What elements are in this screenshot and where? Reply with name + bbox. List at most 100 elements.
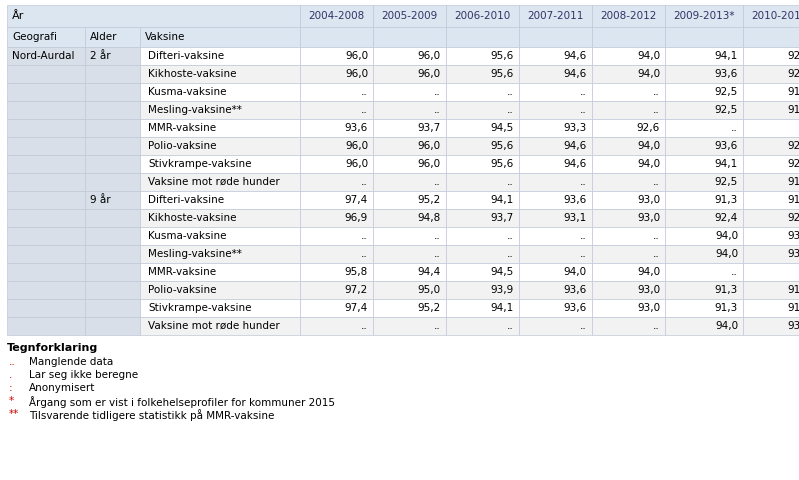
Bar: [743, 299, 799, 317]
Text: 97,4: 97,4: [344, 303, 368, 313]
Bar: [665, 27, 743, 47]
Bar: [592, 209, 665, 227]
Bar: [665, 227, 743, 245]
Bar: [300, 317, 373, 335]
Text: ..: ..: [580, 177, 587, 187]
Text: ..: ..: [361, 177, 368, 187]
Bar: [519, 299, 592, 317]
Text: 94,0: 94,0: [637, 159, 660, 169]
Bar: [140, 47, 300, 65]
Text: Tegnforklaring: Tegnforklaring: [7, 343, 98, 353]
Text: År: År: [12, 11, 25, 21]
Text: 91,2: 91,2: [788, 195, 799, 205]
Bar: [7, 101, 85, 119]
Bar: [300, 137, 373, 155]
Text: 93,9: 93,9: [491, 285, 514, 295]
Bar: [140, 83, 300, 101]
Text: 94,6: 94,6: [564, 141, 587, 151]
Text: 92,5: 92,5: [715, 87, 738, 97]
Text: Vaksine: Vaksine: [145, 32, 185, 42]
Bar: [446, 119, 519, 137]
Bar: [373, 155, 446, 173]
Text: 94,0: 94,0: [637, 51, 660, 61]
Bar: [743, 83, 799, 101]
Bar: [592, 155, 665, 173]
Bar: [373, 5, 446, 27]
Text: ..: ..: [731, 267, 738, 277]
Bar: [665, 317, 743, 335]
Text: 2010-2014: 2010-2014: [751, 11, 799, 21]
Text: Stivkrampe-vaksine: Stivkrampe-vaksine: [148, 303, 252, 313]
Bar: [519, 119, 592, 137]
Text: Vaksine mot røde hunder: Vaksine mot røde hunder: [148, 177, 280, 187]
Bar: [85, 119, 140, 137]
Text: 94,6: 94,6: [564, 159, 587, 169]
Text: Polio-vaksine: Polio-vaksine: [148, 285, 217, 295]
Bar: [7, 119, 85, 137]
Bar: [519, 83, 592, 101]
Bar: [519, 27, 592, 47]
Text: 94,1: 94,1: [491, 303, 514, 313]
Bar: [743, 317, 799, 335]
Bar: [592, 317, 665, 335]
Text: 97,4: 97,4: [344, 195, 368, 205]
Bar: [373, 317, 446, 335]
Text: ..: ..: [361, 249, 368, 259]
Bar: [446, 173, 519, 191]
Bar: [85, 27, 140, 47]
Bar: [300, 299, 373, 317]
Text: Anonymisert: Anonymisert: [29, 383, 95, 393]
Bar: [7, 27, 85, 47]
Text: ..: ..: [580, 321, 587, 331]
Bar: [373, 119, 446, 137]
Text: 91,3: 91,3: [715, 195, 738, 205]
Text: 94,0: 94,0: [564, 267, 587, 277]
Bar: [446, 227, 519, 245]
Bar: [592, 27, 665, 47]
Bar: [85, 101, 140, 119]
Text: ..: ..: [654, 249, 660, 259]
Bar: [300, 5, 373, 27]
Bar: [300, 47, 373, 65]
Text: 94,8: 94,8: [418, 213, 441, 223]
Text: MMR-vaksine: MMR-vaksine: [148, 267, 216, 277]
Text: ..: ..: [654, 231, 660, 241]
Bar: [519, 245, 592, 263]
Bar: [446, 27, 519, 47]
Bar: [665, 83, 743, 101]
Bar: [519, 209, 592, 227]
Text: MMR-vaksine: MMR-vaksine: [148, 123, 216, 133]
Text: *: *: [9, 396, 14, 406]
Text: ..: ..: [507, 231, 514, 241]
Bar: [743, 27, 799, 47]
Bar: [592, 191, 665, 209]
Text: Difteri-vaksine: Difteri-vaksine: [148, 51, 225, 61]
Text: ..: ..: [361, 87, 368, 97]
Text: 91,3: 91,3: [715, 285, 738, 295]
Bar: [665, 5, 743, 27]
Bar: [85, 281, 140, 299]
Text: 92,8: 92,8: [788, 51, 799, 61]
Bar: [7, 155, 85, 173]
Text: 95,6: 95,6: [491, 159, 514, 169]
Bar: [300, 281, 373, 299]
Bar: [7, 65, 85, 83]
Bar: [7, 263, 85, 281]
Bar: [592, 263, 665, 281]
Text: 94,1: 94,1: [715, 159, 738, 169]
Text: 96,0: 96,0: [418, 69, 441, 79]
Text: 94,0: 94,0: [715, 249, 738, 259]
Bar: [85, 155, 140, 173]
Bar: [592, 5, 665, 27]
Bar: [85, 299, 140, 317]
Bar: [373, 227, 446, 245]
Text: 94,1: 94,1: [715, 51, 738, 61]
Bar: [85, 245, 140, 263]
Text: ..: ..: [580, 249, 587, 259]
Text: Kusma-vaksine: Kusma-vaksine: [148, 87, 226, 97]
Text: 93,0: 93,0: [637, 303, 660, 313]
Text: 96,0: 96,0: [345, 69, 368, 79]
Text: Stivkrampe-vaksine: Stivkrampe-vaksine: [148, 159, 252, 169]
Bar: [85, 263, 140, 281]
Bar: [373, 191, 446, 209]
